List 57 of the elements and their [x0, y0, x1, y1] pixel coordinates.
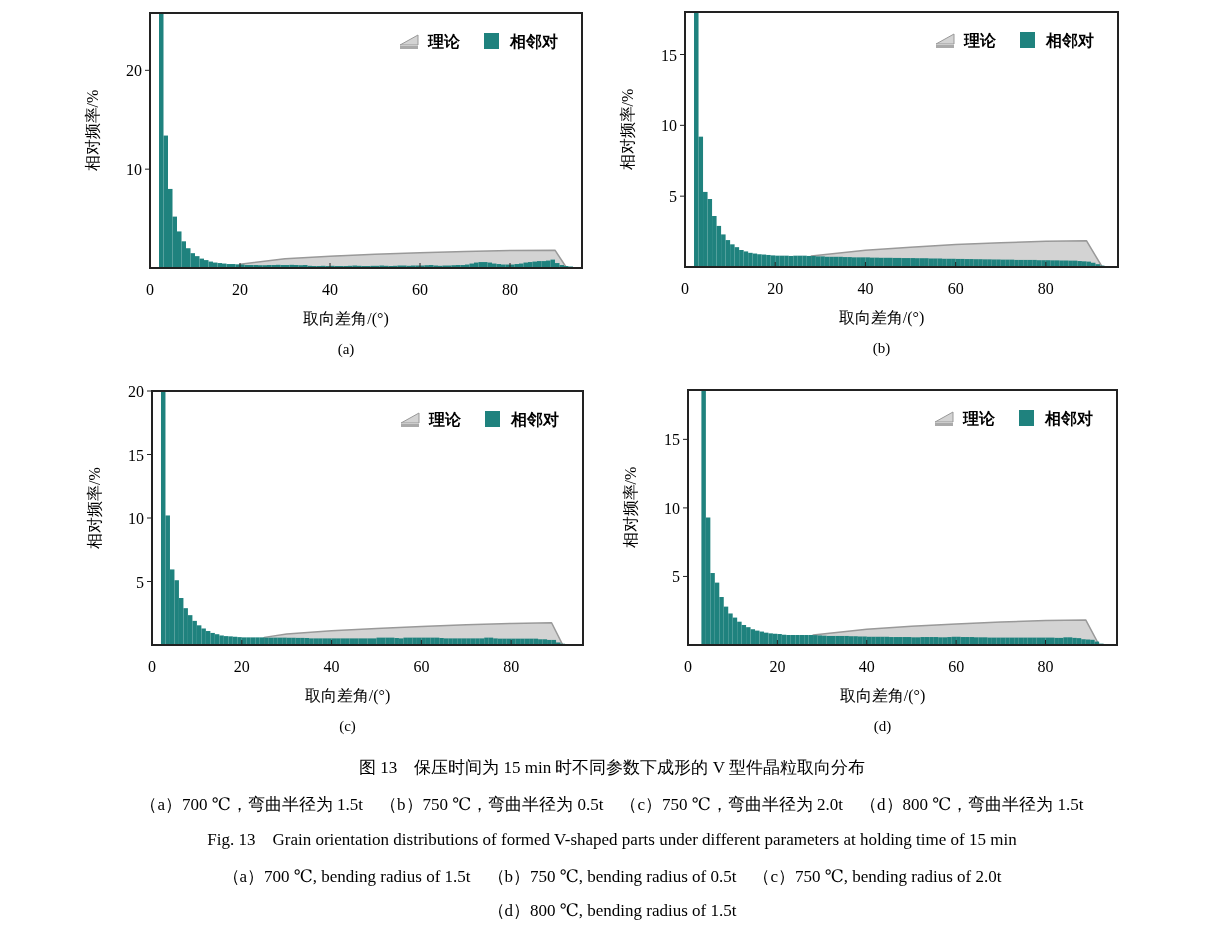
legend-label: 理论 [963, 32, 997, 49]
x-tick-label: 0 [684, 658, 692, 675]
x-axis-title: 取向差角/(°) [303, 310, 389, 328]
y-tick-label: 10 [128, 510, 144, 527]
x-tick-label: 80 [502, 281, 518, 298]
x-tick-label: 40 [858, 658, 875, 675]
text: （a）700 ℃, bending radius of 1.5t （b）750 ℃, bending radius of 0.5t （c）750 ℃, bending radius of 2.0t [222, 867, 1002, 886]
legend-label: 相邻对 [1044, 410, 1093, 427]
y-axis-title: 相对频率/% [84, 89, 101, 172]
y-tick-label: 10 [126, 161, 142, 179]
x-tick-label: 20 [767, 280, 784, 297]
y-tick-label: 10 [664, 499, 680, 517]
x-tick-label: 60 [947, 280, 964, 297]
y-axis-title: 相对频率/% [619, 88, 636, 171]
x-tick-label: 0 [148, 658, 156, 675]
text: （a）700 ℃，弯曲半径为 1.5t （b）750 ℃，弯曲半径为 0.5t （c）750 ℃，弯曲半径为 2.0t （d）800 ℃，弯曲半径为 1.5t [140, 795, 1084, 814]
legend-label: 理论 [428, 411, 462, 428]
x-tick-label: 40 [857, 280, 874, 297]
x-tick-label: 60 [948, 658, 965, 675]
y-tick-label: 5 [669, 188, 677, 206]
text: （d）800 ℃, bending radius of 1.5t [487, 901, 737, 920]
x-axis-title: 取向差角/(°) [839, 687, 926, 705]
x-tick-label: 60 [412, 281, 428, 298]
y-tick-label: 5 [136, 573, 144, 591]
x-tick-label: 60 [413, 658, 430, 675]
x-axis-title: 取向差角/(°) [838, 309, 925, 327]
legend-label: 理论 [962, 410, 996, 427]
x-tick-label: 80 [1037, 658, 1054, 675]
y-tick-label: 15 [664, 431, 680, 449]
text: (a) [337, 341, 355, 358]
legend-label: 相邻对 [509, 33, 558, 50]
y-axis-title: 相对频率/% [622, 466, 639, 549]
y-tick-label: 15 [661, 46, 677, 64]
x-tick-label: 40 [323, 658, 340, 675]
y-tick-label: 15 [128, 446, 144, 464]
x-tick-label: 20 [233, 658, 250, 675]
text: (b) [872, 340, 891, 357]
x-tick-label: 20 [232, 281, 248, 298]
legend-label: 相邻对 [510, 411, 559, 428]
caption: Fig. 13 Grain orientation distributions of formed V-shaped parts under different parameters at holding time of 15 min [207, 830, 1018, 849]
x-tick-label: 0 [146, 281, 154, 298]
text: (d) [873, 718, 892, 735]
y-tick-label: 20 [126, 62, 142, 80]
x-axis-title: 取向差角/(°) [304, 687, 391, 705]
legend-label: 理论 [427, 33, 461, 50]
caption: 图 13 保压时间为 15 min 时不同参数下成形的 V 型件晶粒取向分布 [359, 758, 865, 777]
x-tick-label: 80 [503, 658, 520, 675]
y-tick-label: 5 [672, 568, 680, 586]
text: (c) [339, 718, 356, 735]
y-axis-title: 相对频率/% [86, 467, 103, 549]
y-tick-label: 10 [661, 117, 677, 135]
legend-label: 相邻对 [1045, 32, 1094, 49]
x-tick-label: 20 [769, 658, 786, 675]
y-tick-label: 20 [128, 383, 144, 400]
x-tick-label: 80 [1037, 280, 1054, 297]
x-tick-label: 40 [322, 281, 338, 298]
x-tick-label: 0 [681, 280, 689, 297]
